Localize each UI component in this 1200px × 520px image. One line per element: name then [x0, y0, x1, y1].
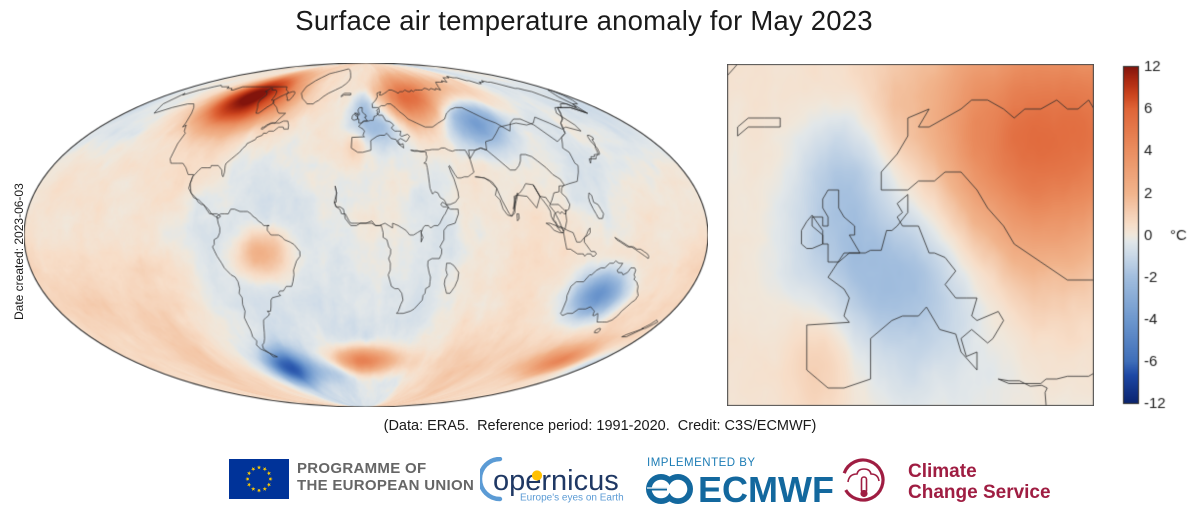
svg-text:Europe's eyes on Earth: Europe's eyes on Earth: [520, 493, 624, 504]
svg-text:ECMWF: ECMWF: [698, 469, 834, 509]
